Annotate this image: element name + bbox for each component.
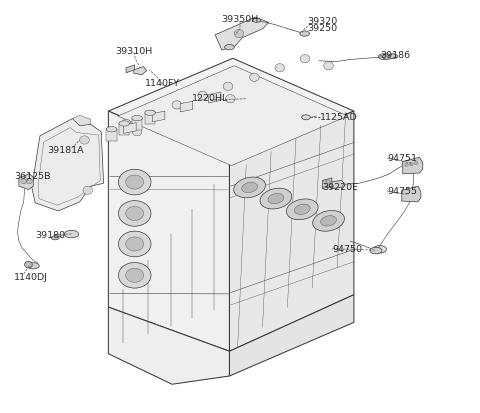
- Text: 39350H: 39350H: [221, 15, 259, 24]
- Ellipse shape: [119, 263, 151, 288]
- Text: 39220E: 39220E: [323, 182, 359, 191]
- Circle shape: [324, 62, 333, 71]
- Polygon shape: [331, 181, 344, 189]
- Ellipse shape: [64, 231, 79, 238]
- Circle shape: [172, 102, 181, 110]
- Ellipse shape: [321, 216, 336, 226]
- Text: 94755: 94755: [387, 186, 418, 195]
- Ellipse shape: [312, 211, 345, 232]
- Text: 39181A: 39181A: [48, 145, 84, 154]
- Circle shape: [250, 74, 259, 82]
- Text: 39186: 39186: [380, 50, 410, 59]
- Ellipse shape: [241, 183, 257, 193]
- Polygon shape: [124, 123, 136, 134]
- Polygon shape: [134, 67, 147, 76]
- Polygon shape: [215, 18, 269, 51]
- Circle shape: [326, 180, 331, 185]
- Circle shape: [24, 262, 32, 268]
- Ellipse shape: [126, 207, 144, 221]
- Polygon shape: [108, 112, 229, 351]
- Ellipse shape: [119, 170, 151, 195]
- Ellipse shape: [132, 116, 143, 121]
- Circle shape: [132, 128, 142, 137]
- Polygon shape: [153, 112, 165, 123]
- Circle shape: [323, 180, 327, 185]
- Ellipse shape: [370, 248, 382, 254]
- Ellipse shape: [225, 45, 234, 51]
- Ellipse shape: [378, 55, 389, 60]
- Text: 39180: 39180: [35, 231, 65, 240]
- Ellipse shape: [119, 121, 130, 127]
- Circle shape: [223, 83, 233, 91]
- Polygon shape: [323, 178, 332, 189]
- Polygon shape: [107, 130, 117, 142]
- Circle shape: [147, 111, 156, 119]
- Ellipse shape: [287, 199, 318, 220]
- Ellipse shape: [300, 32, 310, 37]
- Ellipse shape: [119, 201, 151, 227]
- Polygon shape: [108, 59, 354, 163]
- Polygon shape: [145, 114, 156, 125]
- Circle shape: [83, 187, 93, 195]
- Ellipse shape: [389, 55, 397, 59]
- Polygon shape: [118, 66, 348, 166]
- Polygon shape: [119, 124, 130, 136]
- Text: 39320: 39320: [307, 17, 337, 26]
- Ellipse shape: [145, 111, 156, 116]
- Text: 1125AD: 1125AD: [321, 112, 358, 121]
- Ellipse shape: [268, 194, 284, 204]
- Text: 94750: 94750: [332, 244, 362, 253]
- Ellipse shape: [260, 189, 292, 209]
- Circle shape: [121, 120, 131, 128]
- Ellipse shape: [373, 246, 386, 254]
- Circle shape: [198, 92, 207, 100]
- Text: 36125B: 36125B: [14, 171, 50, 180]
- Ellipse shape: [119, 232, 151, 257]
- Circle shape: [26, 179, 32, 184]
- Circle shape: [275, 64, 285, 73]
- Polygon shape: [126, 66, 135, 74]
- Ellipse shape: [294, 204, 310, 215]
- Ellipse shape: [27, 263, 39, 269]
- Text: 1140DJ: 1140DJ: [14, 272, 48, 281]
- Polygon shape: [402, 187, 421, 202]
- Polygon shape: [229, 295, 354, 376]
- Polygon shape: [132, 119, 143, 131]
- Circle shape: [300, 55, 310, 64]
- Circle shape: [21, 179, 26, 184]
- Polygon shape: [180, 102, 192, 113]
- Ellipse shape: [234, 178, 265, 198]
- Circle shape: [234, 30, 244, 38]
- Text: 39310H: 39310H: [115, 46, 152, 55]
- Polygon shape: [19, 174, 33, 190]
- Polygon shape: [72, 116, 91, 126]
- Polygon shape: [229, 112, 354, 351]
- Text: 1140FY: 1140FY: [145, 78, 180, 88]
- Polygon shape: [208, 93, 221, 104]
- Text: 1220HL: 1220HL: [192, 94, 228, 103]
- Ellipse shape: [126, 268, 144, 282]
- Circle shape: [80, 137, 89, 145]
- Circle shape: [414, 162, 418, 165]
- Ellipse shape: [383, 55, 392, 60]
- Ellipse shape: [126, 237, 144, 252]
- Circle shape: [226, 95, 235, 104]
- Text: 94751: 94751: [387, 154, 418, 162]
- Ellipse shape: [126, 176, 144, 190]
- Polygon shape: [403, 158, 423, 174]
- Polygon shape: [32, 119, 104, 211]
- Circle shape: [409, 163, 413, 166]
- Ellipse shape: [51, 236, 59, 240]
- Ellipse shape: [107, 127, 117, 133]
- Text: 39250: 39250: [307, 24, 337, 33]
- Polygon shape: [108, 307, 229, 385]
- Circle shape: [405, 164, 408, 167]
- Ellipse shape: [253, 19, 261, 23]
- Ellipse shape: [302, 116, 311, 121]
